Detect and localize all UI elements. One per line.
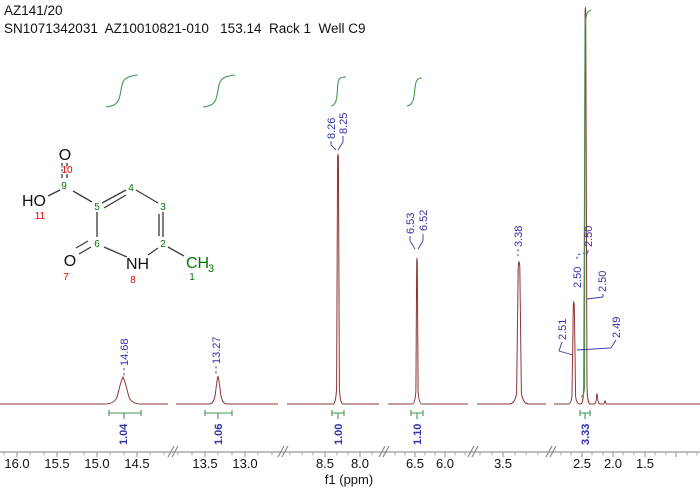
peak-label-8-25: 8.25 bbox=[338, 113, 350, 134]
atom-number-6: 6 bbox=[94, 239, 100, 250]
integral-curve-8-26 bbox=[330, 76, 347, 107]
molecule-structure: O 10 9 HO 11 5 4 3 2 6 O 7 NH 8 CH 3 1 bbox=[22, 147, 214, 287]
molecule-bonds-single bbox=[47, 189, 185, 258]
peak-label-13-27: 13.27 bbox=[211, 336, 223, 364]
atom-label-methyl-subscript: 3 bbox=[208, 263, 214, 275]
peak-label-2-49: 2.49 bbox=[611, 317, 623, 338]
peak-connectors bbox=[123, 136, 617, 376]
atom-number-8: 8 bbox=[130, 275, 136, 286]
peak-connectors-solid bbox=[330, 136, 617, 356]
tick-label-1-5: 1.5 bbox=[636, 456, 654, 471]
peak-label-14-68: 14.68 bbox=[119, 338, 131, 366]
atom-label-methyl: CH bbox=[186, 255, 209, 272]
integral-value-1-00: 1.00 bbox=[333, 424, 345, 445]
tick-label-13-5: 13.5 bbox=[192, 456, 217, 471]
tick-label-16-0: 16.0 bbox=[4, 456, 29, 471]
atom-label-o-ketone: O bbox=[64, 253, 76, 270]
integral-bracket-2-50 bbox=[579, 410, 591, 419]
atom-number-7: 7 bbox=[63, 272, 69, 283]
peak-label-8-26: 8.26 bbox=[326, 118, 338, 139]
atom-number-10: 10 bbox=[61, 165, 73, 176]
axis-title: f1 (ppm) bbox=[325, 472, 373, 487]
spectrum-trace bbox=[0, 6, 700, 405]
tick-label-3-5: 3.5 bbox=[494, 456, 512, 471]
atom-number-4: 4 bbox=[128, 183, 134, 194]
integral-value-1-10: 1.10 bbox=[412, 424, 424, 445]
integral-value-1-06: 1.06 bbox=[213, 424, 225, 445]
integral-value-3-33: 3.33 bbox=[580, 424, 592, 445]
sample-details-line: SN1071342031 AZ10010821-010 153.14 Rack … bbox=[4, 21, 366, 36]
integral-marks bbox=[105, 9, 592, 419]
peak-label-2-51: 2.51 bbox=[557, 319, 569, 340]
peak-label-2-50-b: 2.50 bbox=[572, 267, 584, 288]
integral-curve-13-27 bbox=[202, 74, 236, 108]
peak-label-2-50-a: 2.50 bbox=[583, 226, 595, 247]
tick-label-6-0: 6.0 bbox=[436, 456, 454, 471]
axis-major-ticks bbox=[16, 452, 677, 457]
molecule-bonds-double bbox=[61, 163, 164, 255]
tick-label-8-5: 8.5 bbox=[316, 456, 334, 471]
atom-number-1: 1 bbox=[189, 272, 195, 283]
integral-bracket-8-26 bbox=[331, 410, 345, 419]
tick-label-13-0: 13.0 bbox=[232, 456, 257, 471]
tick-label-14-5: 14.5 bbox=[124, 456, 149, 471]
integral-bracket-14-68 bbox=[108, 410, 142, 419]
atom-number-3: 3 bbox=[160, 202, 166, 213]
peak-label-3-38: 3.38 bbox=[513, 226, 525, 247]
atom-label-o-acid: O bbox=[59, 147, 71, 164]
integral-bracket-13-27 bbox=[204, 410, 233, 419]
tick-label-2-0: 2.0 bbox=[604, 456, 622, 471]
tick-label-2-5: 2.5 bbox=[573, 456, 591, 471]
atom-number-11: 11 bbox=[35, 211, 46, 222]
atom-number-2: 2 bbox=[160, 239, 166, 250]
tick-label-15-0: 15.0 bbox=[84, 456, 109, 471]
atom-number-9: 9 bbox=[61, 181, 67, 192]
peak-label-6-53: 6.53 bbox=[405, 213, 417, 234]
peak-label-2-50-c: 2.50 bbox=[597, 271, 609, 292]
tick-label-6-5: 6.5 bbox=[406, 456, 424, 471]
integral-curve-6-52 bbox=[406, 77, 423, 107]
integral-values: 1.04 1.06 1.00 1.10 3.33 bbox=[118, 423, 592, 445]
integral-curve-2-50 bbox=[580, 9, 592, 398]
tick-label-8-0: 8.0 bbox=[351, 456, 369, 471]
integral-bracket-6-52 bbox=[410, 410, 424, 419]
peak-labels: 14.68 13.27 8.26 8.25 6.53 6.52 3.38 2.5… bbox=[119, 113, 623, 366]
integral-curve-14-68 bbox=[105, 74, 139, 108]
atom-number-5: 5 bbox=[94, 202, 100, 213]
atom-label-amine: NH bbox=[126, 256, 149, 273]
axis-minor-ticks bbox=[3, 452, 698, 456]
sample-id-line: AZ141/20 bbox=[4, 3, 63, 18]
atom-label-hydroxyl: HO bbox=[22, 193, 46, 210]
peak-label-6-52: 6.52 bbox=[418, 210, 430, 231]
integral-value-1-04: 1.04 bbox=[118, 423, 130, 445]
axis-break-marks bbox=[167, 445, 557, 458]
x-axis: 16.0 15.5 15.0 14.5 13.5 13.0 8.5 8.0 6.… bbox=[0, 445, 700, 487]
tick-label-15-5: 15.5 bbox=[44, 456, 69, 471]
